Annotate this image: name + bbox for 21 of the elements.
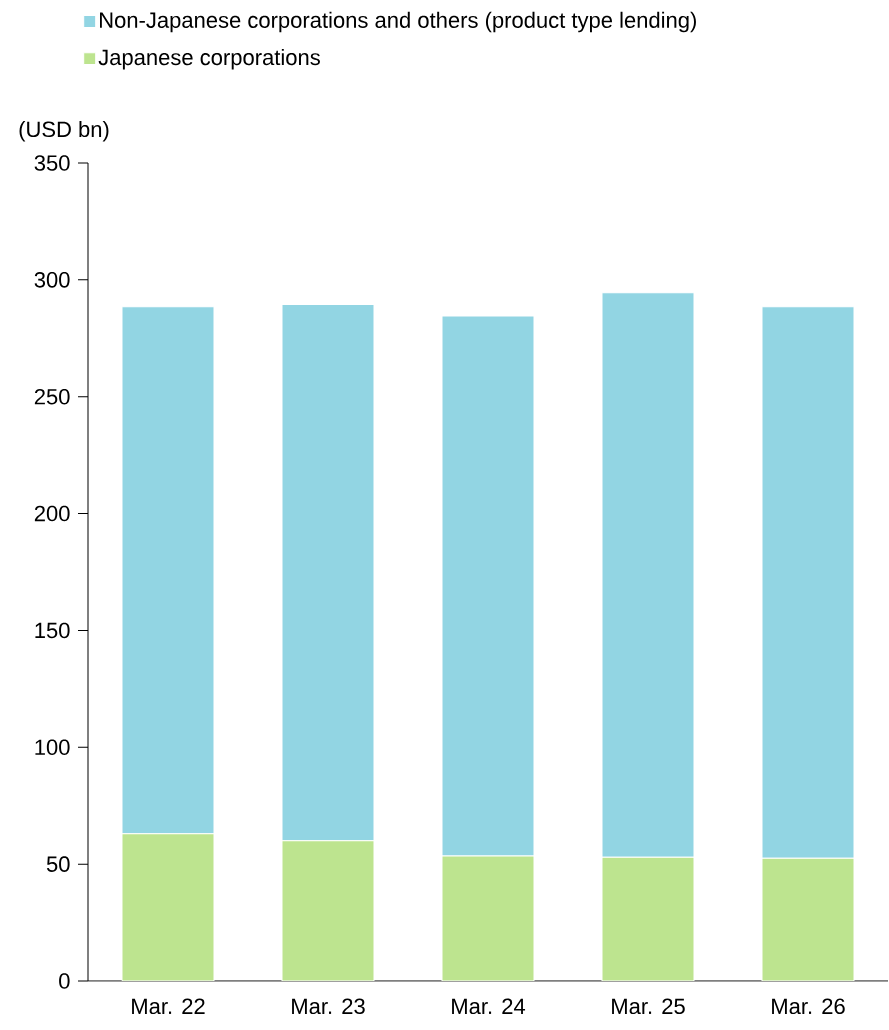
x-tick-label: Mar. 25	[612, 998, 686, 1015]
legend-label: Japanese corporations	[98, 49, 321, 70]
x-tick-label: Mar. 26	[772, 998, 845, 1015]
y-tick-label: 0	[59, 973, 70, 989]
bar	[281, 840, 375, 981]
bar	[441, 855, 535, 981]
y-tick-label: 350	[34, 155, 70, 171]
y-tick-label: 300	[34, 272, 70, 288]
x-tick-label: Mar. 24	[452, 998, 526, 1015]
bar	[121, 833, 215, 981]
bar	[601, 856, 695, 981]
bar	[761, 857, 855, 981]
y-tick-label: 200	[35, 505, 70, 522]
y-axis-title: (USD bn)	[19, 120, 109, 142]
x-tick-label: Mar. 22	[132, 998, 205, 1015]
y-tick-label: 50	[47, 856, 70, 872]
y-tick-label: 150	[35, 622, 70, 639]
x-tick-label: Mar. 23	[292, 998, 365, 1015]
y-tick-label: 250	[35, 388, 70, 405]
legend-label: Non-Japanese corporations and others (product type lending)	[100, 11, 697, 33]
y-tick-label: 100	[35, 739, 70, 756]
